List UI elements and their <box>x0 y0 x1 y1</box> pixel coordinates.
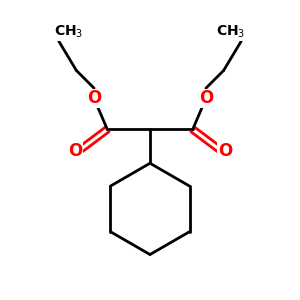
Text: CH$_3$: CH$_3$ <box>54 23 84 40</box>
Text: O: O <box>68 142 82 160</box>
Text: CH$_3$: CH$_3$ <box>216 23 246 40</box>
Text: O: O <box>199 89 213 107</box>
Text: O: O <box>218 142 232 160</box>
Text: O: O <box>87 89 101 107</box>
